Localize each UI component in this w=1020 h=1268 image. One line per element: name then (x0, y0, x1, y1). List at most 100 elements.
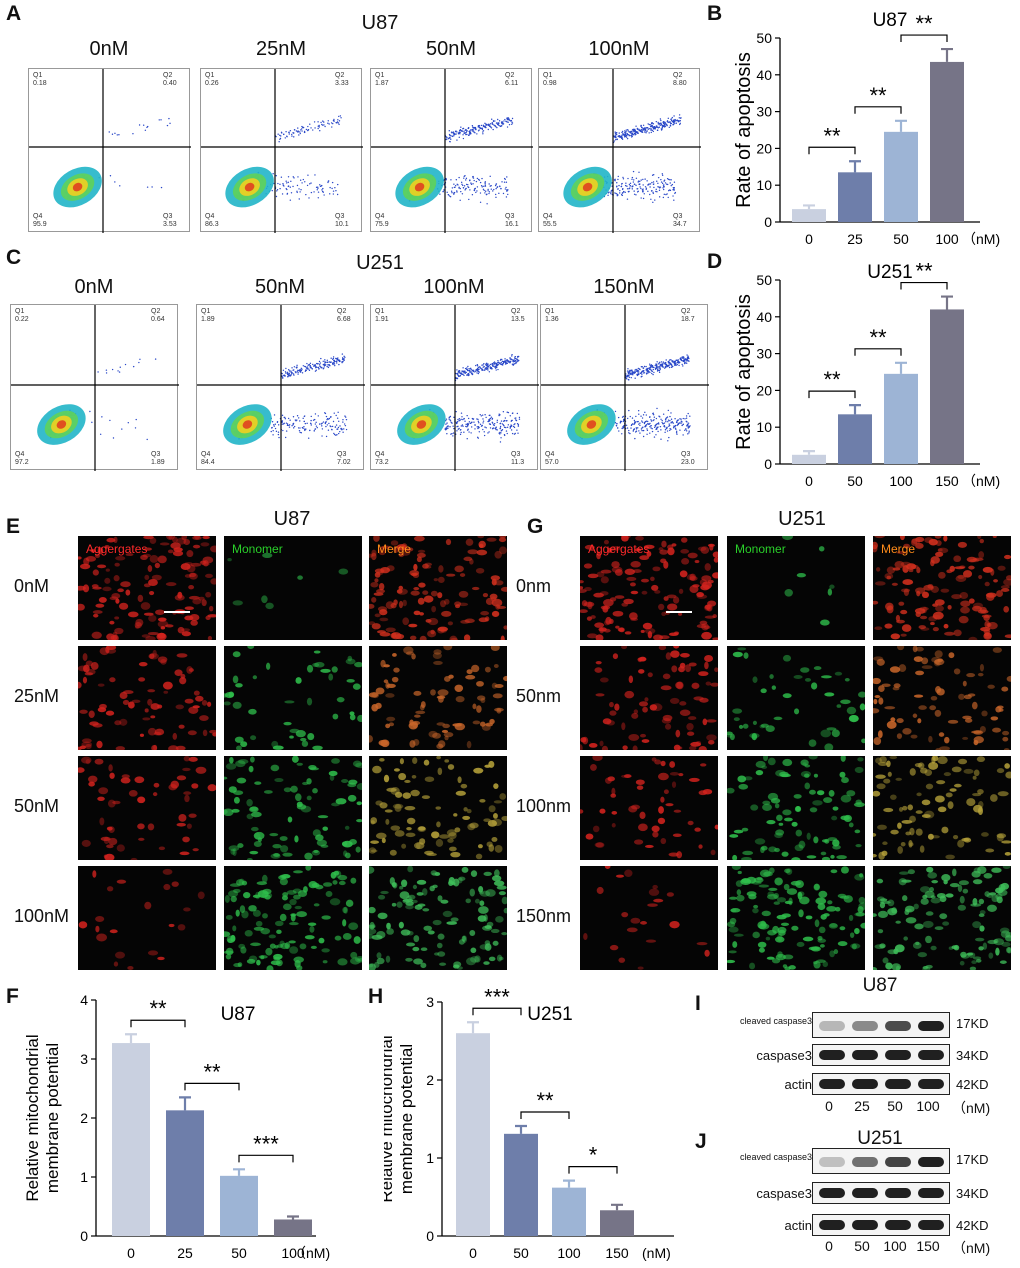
y-axis-label: Relative mitochondrialmembrane potential (26, 1034, 62, 1201)
apoptosis-chart-u87: 0 10 20 30 40 50 0 25 50 100 （nM) ** ** ** U87 Rate of … (733, 10, 1000, 247)
y-tick-label: 0 (426, 1228, 434, 1244)
quadrant-name: Q4 (201, 451, 211, 458)
protein-band (885, 1188, 911, 1198)
quadrant-name: Q3 (681, 451, 691, 458)
protein-band (918, 1157, 944, 1167)
error-bar (467, 1021, 479, 1034)
significance-bracket (900, 281, 948, 290)
protein-band (918, 1188, 944, 1198)
fluorescence-image (727, 532, 865, 640)
concentration-label: 0nM (14, 576, 50, 596)
flow-scatter (371, 69, 533, 233)
cell-dots (577, 753, 720, 859)
x-unit-label: （nM) (292, 1245, 330, 1261)
x-tick-label: 0 (127, 1245, 135, 1261)
protein-band (819, 1021, 845, 1031)
error-bar (849, 404, 861, 415)
fluorescence-image (75, 644, 218, 753)
channel-label: Merge (377, 542, 412, 556)
quadrant-name: Q4 (543, 213, 553, 220)
bar (600, 1210, 634, 1236)
molecular-weight: 34KD (956, 1186, 989, 1201)
quadrant-name: Q3 (511, 451, 521, 458)
significance-bracket (854, 348, 902, 356)
fluorescence-image (365, 534, 511, 643)
lane-label: 50 (854, 1238, 870, 1254)
quadrant-stat: Q1 0.98 (543, 72, 557, 88)
molecular-weight: 17KD (956, 1016, 989, 1031)
concentration-label: 50nm (516, 686, 562, 706)
panel-label-c: C (6, 246, 22, 269)
x-tick-label: 100 (281, 1245, 305, 1261)
y-tick-label: 4 (80, 992, 88, 1008)
bar (552, 1187, 586, 1236)
blot-strip (812, 1073, 950, 1095)
lane-unit: （nM) (952, 1100, 991, 1116)
quadrant-name: Q3 (335, 213, 345, 220)
significance-bracket (568, 1166, 618, 1174)
y-tick-label: 0 (764, 456, 772, 472)
x-tick-label: 50 (231, 1245, 247, 1261)
quadrant-name: Q1 (33, 72, 43, 79)
concentration-label: 100nm (516, 796, 572, 816)
panel-g-title: U251 (778, 508, 826, 530)
quadrant-name: Q4 (545, 451, 555, 458)
quadrant-stat: Q4 57.0 (545, 451, 559, 467)
concentration-label: 0nm (516, 576, 552, 596)
flow-scatter (29, 69, 191, 233)
blot-row-label: cleaved caspase3 (739, 1152, 812, 1162)
significance-label: ** (203, 1059, 221, 1084)
fluorescence-image (725, 863, 869, 971)
quadrant-name: Q1 (15, 308, 25, 315)
quadrant-stat: Q2 0.64 (151, 308, 165, 324)
quadrant-stat: Q4 86.3 (205, 213, 219, 229)
significance-bracket (854, 106, 902, 114)
quadrant-name: Q4 (375, 213, 385, 220)
quadrant-name: Q4 (15, 451, 25, 458)
channel-label: Monomer (232, 542, 283, 556)
bar (930, 61, 964, 222)
protein-band (819, 1157, 845, 1167)
quadrant-name: Q2 (505, 72, 515, 79)
significance-bracket (238, 1154, 294, 1163)
panel-label-j: J (695, 1130, 707, 1153)
chart-title: U251 (867, 262, 912, 283)
fluorescence-image (870, 755, 1014, 860)
error-bar (233, 1168, 245, 1176)
quadrant-stat: Q4 95.9 (33, 213, 47, 229)
significance-bracket (900, 34, 948, 43)
fluorescence-image (869, 864, 1013, 973)
y-axis-label: Rate of apoptosis (733, 294, 755, 450)
protein-band (852, 1079, 878, 1089)
quadrant-name: Q3 (337, 451, 347, 458)
x-unit-label: （nM) (962, 231, 1000, 247)
cell-dots (870, 755, 1014, 860)
panel-label-f: F (6, 985, 19, 1008)
condition-label: 100nM (588, 38, 650, 60)
quadrant-value: 6.11 (505, 80, 519, 87)
quadrant-stat: Q4 73.2 (375, 451, 389, 467)
chart-title: U251 (527, 1004, 572, 1025)
fluorescence-image (724, 646, 867, 752)
quadrant-stat: Q4 55.5 (543, 213, 557, 229)
channel-label: Aggergates (588, 542, 650, 556)
significance-label: * (589, 1143, 598, 1168)
protein-band (918, 1050, 944, 1060)
x-unit-label: （nM) (962, 473, 1000, 489)
lane-label: 100 (916, 1098, 940, 1114)
panel-label-i: I (695, 992, 701, 1015)
quadrant-value: 34.7 (673, 221, 687, 228)
cell-dots (227, 552, 349, 610)
quadrant-name: Q2 (335, 72, 345, 79)
x-tick-label: 50 (847, 473, 863, 489)
quadrant-value: 1.89 (151, 459, 165, 466)
significance-label: ** (869, 83, 887, 108)
x-tick-label: 100 (889, 473, 913, 489)
quadrant-value: 1.89 (201, 316, 215, 323)
x-tick-label: 50 (513, 1245, 529, 1261)
fluorescence-image (78, 866, 216, 970)
quadrant-name: Q2 (681, 308, 691, 315)
quadrant-stat: Q3 23.0 (681, 451, 695, 467)
quadrant-stat: Q3 11.3 (511, 451, 524, 467)
molecular-weight: 42KD (956, 1218, 989, 1233)
